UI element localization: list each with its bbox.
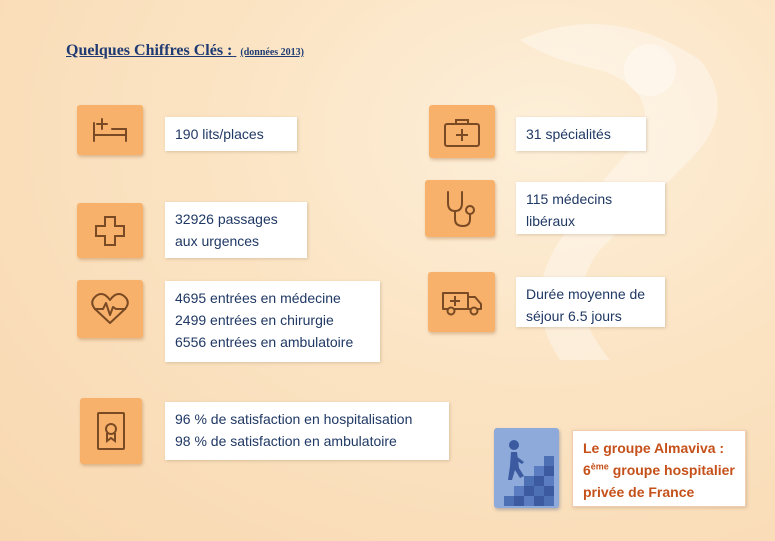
stat-card-beds: 190 lits/places <box>165 117 297 151</box>
page-title-subtitle: (données 2013) <box>240 47 304 58</box>
stat-text: séjour 6.5 jours <box>526 308 622 324</box>
medical-kit-icon <box>429 105 495 158</box>
stat-card-doctors: 115 médecins libéraux <box>516 182 665 234</box>
stat-text: 115 médecins <box>526 191 613 207</box>
group-text-line3: privée de France <box>583 484 695 500</box>
stat-card-satisfaction: 96 % de satisfaction en hospitalisation … <box>165 402 449 460</box>
stat-text: 4695 entrées en médecine <box>175 290 341 306</box>
stat-text: aux urgences <box>175 233 260 249</box>
ambulance-icon <box>428 272 495 332</box>
certificate-icon <box>80 398 142 464</box>
group-text-line1: Le groupe Almaviva : <box>583 440 725 456</box>
stat-card-admissions: 4695 entrées en médecine 2499 entrées en… <box>165 281 380 362</box>
group-rank-rest: groupe hospitalier <box>608 462 735 478</box>
stat-text: 6556 entrées en ambulatoire <box>175 334 354 350</box>
stat-text: 98 % de satisfaction en ambulatoire <box>175 433 397 449</box>
stethoscope-icon <box>425 180 495 237</box>
climbing-puzzle-icon <box>494 428 559 508</box>
group-text-line2: 6ème groupe hospitalier <box>583 459 735 481</box>
medical-cross-icon <box>77 203 143 258</box>
stat-card-specialties: 31 spécialités <box>516 117 646 151</box>
group-almaviva-card: Le groupe Almaviva : 6ème groupe hospita… <box>572 430 746 507</box>
group-rank: 6 <box>583 462 591 478</box>
stat-text: 32926 passages <box>175 211 278 227</box>
page-title: Quelques Chiffres Clés : (données 2013) <box>66 42 304 60</box>
stat-text: 96 % de satisfaction en hospitalisation <box>175 411 413 427</box>
stat-text: 190 lits/places <box>175 126 264 142</box>
page-title-main: Quelques Chiffres Clés : <box>66 42 233 59</box>
hospital-bed-icon <box>77 105 143 155</box>
stat-text: 31 spécialités <box>526 126 611 142</box>
stat-card-stay-duration: Durée moyenne de séjour 6.5 jours <box>516 277 665 327</box>
heartbeat-icon <box>77 280 143 338</box>
group-rank-suffix: ème <box>590 461 609 472</box>
stat-text: Durée moyenne de <box>526 286 646 302</box>
stat-text: libéraux <box>526 213 576 229</box>
stat-text: 2499 entrées en chirurgie <box>175 312 334 328</box>
stat-card-emergency: 32926 passages aux urgences <box>165 202 307 258</box>
